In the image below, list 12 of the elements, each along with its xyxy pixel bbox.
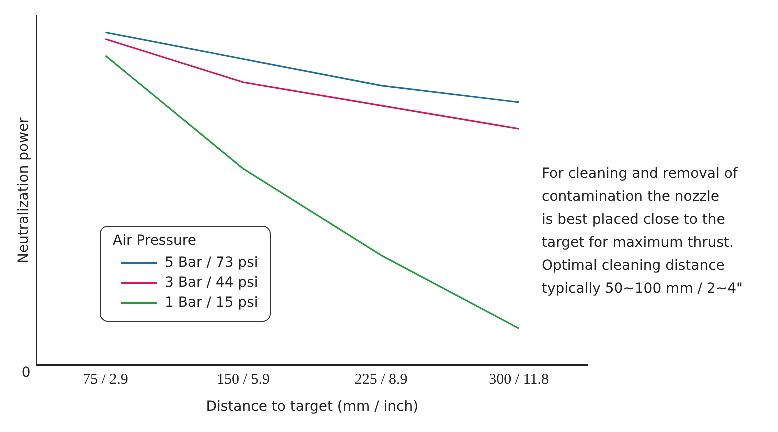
annotation: For cleaning and removal of contamination the nozzle is best placed close to the target for maximum thrust. Optimal cleaning distance typically 50~100 mm / 2~4"	[542, 165, 744, 299]
x-tick-label: 75 / 2.9	[82, 372, 128, 388]
legend-label: 3 Bar / 44 psi	[165, 275, 258, 291]
x-tick-label: 225 / 8.9	[354, 372, 408, 388]
x-tick-label: 300 / 11.8	[489, 372, 550, 388]
x-axis-title: Distance to target (mm / inch)	[206, 399, 419, 416]
x-tick-label: 150 / 5.9	[217, 372, 270, 388]
legend-label: 5 Bar / 73 psi	[165, 255, 258, 271]
text: 0	[22, 364, 31, 381]
legend-label: 1 Bar / 15 psi	[165, 295, 258, 311]
y-axis-title: Neutralization power	[16, 117, 32, 264]
legend-title: Air Pressure	[113, 233, 198, 249]
